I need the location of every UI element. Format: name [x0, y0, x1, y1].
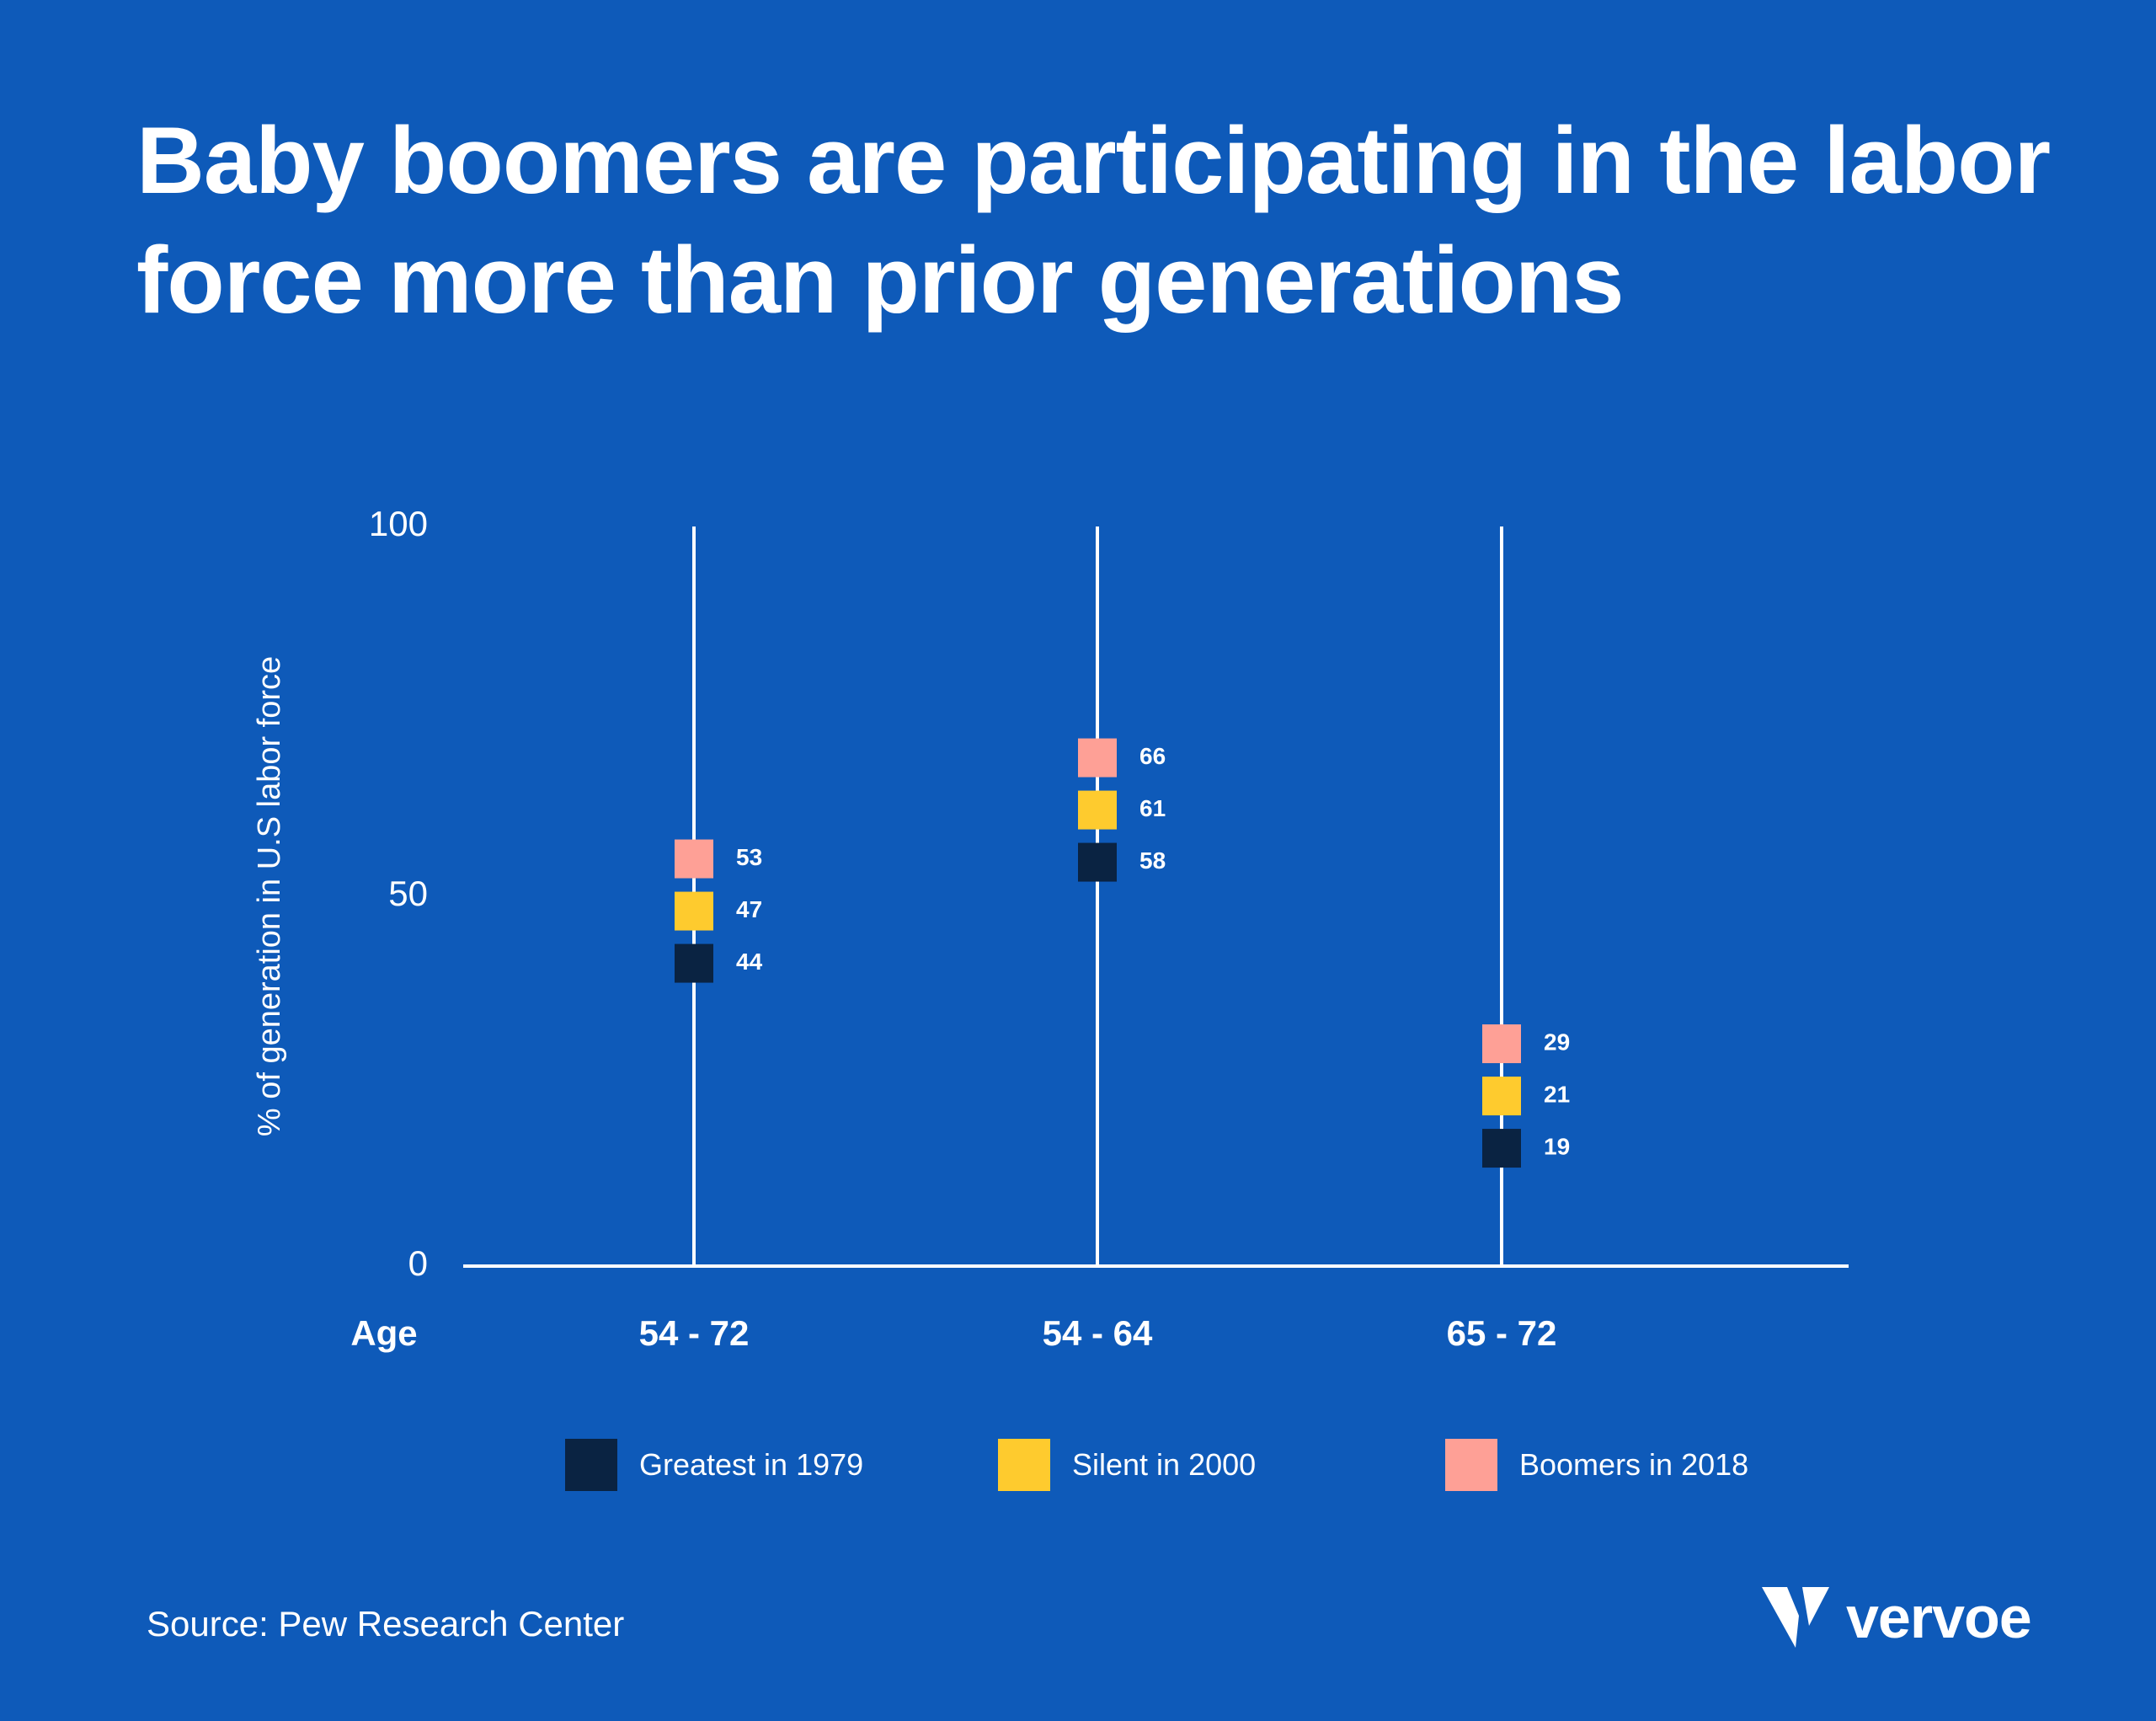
data-label: 29 — [1544, 1029, 1570, 1055]
y-tick-label: 50 — [388, 874, 428, 913]
y-axis-label: % of generation in U.S labor force — [252, 656, 287, 1136]
data-label: 21 — [1544, 1081, 1570, 1107]
data-point-marker — [675, 943, 713, 983]
source-note: Source: Pew Research Center — [147, 1604, 625, 1644]
legend-label-greatest: Greatest in 1979 — [639, 1447, 864, 1482]
data-label: 61 — [1139, 795, 1166, 821]
data-label: 44 — [736, 949, 763, 975]
data-point-marker — [675, 839, 713, 879]
data-point-marker — [675, 891, 713, 931]
data-point-marker — [1078, 738, 1117, 778]
data-label: 58 — [1139, 847, 1166, 874]
x-tick-label: 65 - 72 — [1447, 1313, 1557, 1353]
data-point-marker — [1482, 1077, 1521, 1116]
logo-wordmark: vervoe — [1846, 1585, 2032, 1650]
dot-plot-chart: 0 50 100 % of generation in U.S labor force… — [252, 504, 1849, 1353]
data-point-marker — [1078, 790, 1117, 830]
data-label: 47 — [736, 896, 762, 922]
x-tick-label: 54 - 72 — [639, 1313, 750, 1353]
data-label: 19 — [1544, 1133, 1570, 1159]
x-tick-label: 54 - 64 — [1043, 1313, 1153, 1353]
chart-title: Baby boomers are participating in the la… — [136, 108, 2051, 333]
x-axis-label: Age — [350, 1313, 417, 1353]
legend-label-silent: Silent in 2000 — [1072, 1447, 1257, 1482]
legend-swatch-silent — [998, 1439, 1050, 1491]
legend-swatch-boomers — [1445, 1439, 1497, 1491]
y-tick-label: 100 — [369, 504, 428, 543]
data-point-marker — [1482, 1024, 1521, 1064]
data-label: 66 — [1139, 743, 1166, 769]
data-point-marker — [1078, 842, 1117, 882]
legend-label-boomers: Boomers in 2018 — [1519, 1447, 1749, 1482]
y-tick-label: 0 — [408, 1243, 428, 1283]
vervoe-v-logo-icon — [1762, 1587, 1829, 1648]
legend-swatch-greatest — [565, 1439, 617, 1491]
data-label: 53 — [736, 844, 762, 870]
data-point-marker — [1482, 1129, 1521, 1168]
